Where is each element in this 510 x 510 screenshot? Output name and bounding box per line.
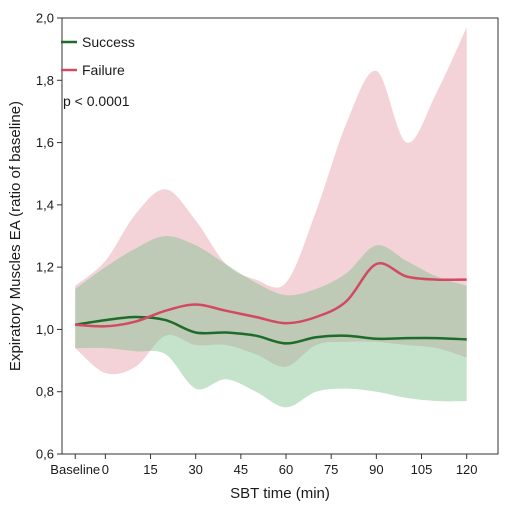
y-tick-label: 0,6: [36, 447, 54, 462]
x-tick-label: 120: [456, 462, 478, 477]
line-success: [75, 315, 467, 345]
p-value-annotation: p < 0.0001: [63, 93, 130, 109]
series-lines: [75, 262, 467, 345]
y-axis: 0,6 0,8 1,0 1,2 1,4 1,6 1,8 2,0: [36, 11, 62, 462]
x-tick-label: 15: [143, 462, 157, 477]
legend-label-success: Success: [82, 34, 135, 50]
x-tick-label: Baseline: [50, 462, 100, 477]
plot-frame: [61, 17, 499, 455]
confidence-bands: [75, 27, 467, 408]
y-tick-label: 2,0: [36, 11, 54, 26]
x-axis: Baseline 0 15 30 45 60 75 90 105 120: [50, 454, 478, 477]
y-axis-title: Expiratory Muscles EA (ratio of baseline…: [7, 101, 24, 371]
x-tick-label: 105: [411, 462, 433, 477]
y-tick-label: 1,0: [36, 322, 54, 337]
x-tick-label: 0: [102, 462, 109, 477]
x-tick-label: 75: [324, 462, 338, 477]
y-tick-label: 1,2: [36, 260, 54, 275]
legend: Success Failure: [61, 34, 135, 78]
x-axis-title: SBT time (min): [230, 485, 330, 502]
legend-label-failure: Failure: [82, 62, 125, 78]
line-failure: [75, 262, 467, 328]
band-failure: [75, 27, 467, 375]
y-tick-label: 1,6: [36, 135, 54, 150]
x-tick-label: 45: [234, 462, 248, 477]
y-tick-label: 1,4: [36, 197, 54, 212]
y-tick-label: 1,8: [36, 73, 54, 88]
x-tick-label: 30: [188, 462, 202, 477]
x-tick-label: 60: [279, 462, 293, 477]
x-tick-label: 90: [369, 462, 383, 477]
y-tick-label: 0,8: [36, 384, 54, 399]
